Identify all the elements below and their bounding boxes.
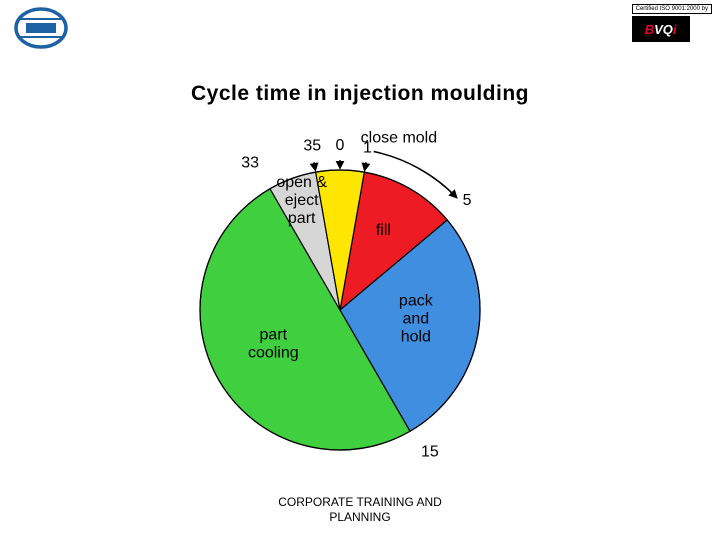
tick-label: 5 [463,192,472,209]
chart-container: fillpackandholdpartcoolingopen &ejectpar… [0,140,720,480]
radial-arrow [365,162,366,170]
bvqi-logo: BVQi [632,16,690,42]
slice-label: packandhold [399,292,434,345]
page-title: Cycle time in injection moulding [0,82,720,106]
tick-label: 0 [336,137,345,154]
tick-label: 33 [241,155,259,172]
footer-line-2: PLANNING [329,510,390,524]
cycle-pie-chart: fillpackandholdpartcoolingopen &ejectpar… [140,120,580,500]
cert-logo-right: Certified ISO 9001:2000 by BVQi [632,4,712,42]
tick-label: 35 [303,137,321,154]
slice-label: fill [376,222,391,239]
radial-arrow [314,162,315,170]
footer-line-1: CORPORATE TRAINING AND [278,495,442,509]
cert-text: Certified ISO 9001:2000 by [632,4,712,14]
org-logo-left [14,6,68,50]
exterior-label: close mold [361,130,437,147]
tick-label: 15 [421,443,439,460]
footer-text: CORPORATE TRAINING AND PLANNING [0,495,720,524]
